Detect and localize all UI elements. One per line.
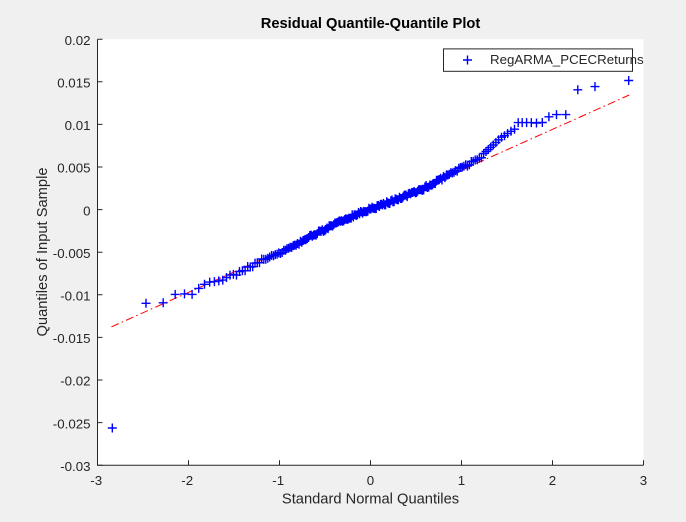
svg-text:-0.015: -0.015 bbox=[53, 331, 91, 346]
svg-text:2: 2 bbox=[549, 473, 556, 488]
svg-text:0.005: 0.005 bbox=[57, 161, 90, 176]
svg-text:-2: -2 bbox=[181, 473, 193, 488]
svg-text:-1: -1 bbox=[272, 473, 284, 488]
svg-text:Standard Normal Quantiles: Standard Normal Quantiles bbox=[282, 492, 459, 508]
svg-text:-0.025: -0.025 bbox=[53, 416, 91, 431]
svg-text:0: 0 bbox=[83, 203, 90, 218]
svg-text:0.015: 0.015 bbox=[57, 76, 90, 91]
svg-text:-0.03: -0.03 bbox=[60, 459, 90, 474]
svg-text:0: 0 bbox=[367, 473, 374, 488]
svg-text:-0.02: -0.02 bbox=[60, 374, 90, 389]
svg-text:-0.01: -0.01 bbox=[60, 289, 90, 304]
svg-text:1: 1 bbox=[458, 473, 465, 488]
svg-text:-3: -3 bbox=[90, 473, 102, 488]
svg-text:-0.005: -0.005 bbox=[53, 246, 91, 261]
svg-text:0.01: 0.01 bbox=[65, 118, 91, 133]
svg-text:Quantiles of Input Sample: Quantiles of Input Sample bbox=[35, 167, 51, 336]
svg-text:RegARMA_PCECReturns: RegARMA_PCECReturns bbox=[490, 52, 644, 67]
svg-text:3: 3 bbox=[640, 473, 647, 488]
svg-text:Residual Quantile-Quantile Plo: Residual Quantile-Quantile Plot bbox=[261, 16, 481, 32]
svg-text:0.02: 0.02 bbox=[65, 33, 91, 48]
